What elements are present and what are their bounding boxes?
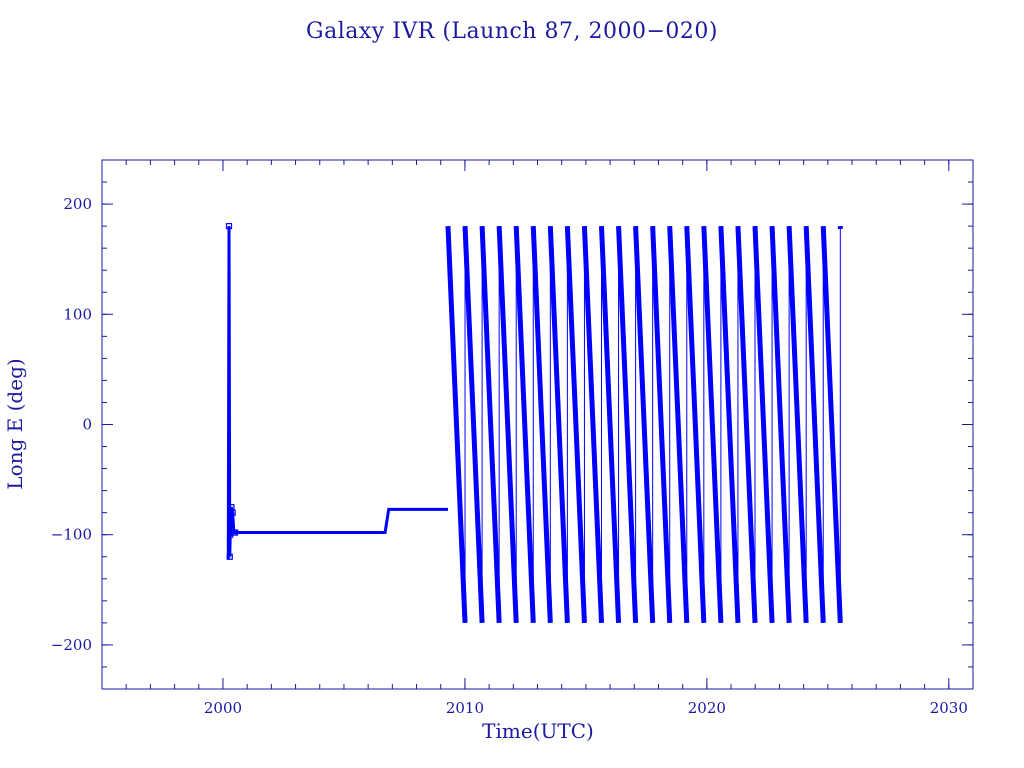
drift-segment [598, 226, 622, 623]
axis-ticks [101, 159, 974, 690]
drift-segment [803, 226, 826, 623]
drift-segment [718, 226, 741, 623]
series-point [226, 553, 233, 560]
drift-segment [513, 226, 536, 623]
x-tick-label: 2000 [204, 699, 242, 717]
x-axis-label: Time(UTC) [482, 719, 594, 743]
drift-segment [616, 226, 639, 623]
drift-segment [735, 226, 758, 623]
series-layer [225, 223, 843, 623]
drift-segment [684, 226, 707, 623]
drift-segment [786, 226, 809, 623]
x-tick-label: 2020 [688, 699, 726, 717]
drift-segment [667, 226, 690, 623]
y-tick-label: 100 [63, 305, 92, 323]
drift-segment [820, 226, 843, 623]
y-tick-label: 0 [82, 416, 92, 434]
drift-segment [462, 226, 485, 623]
drift-segment [581, 226, 604, 623]
drift-segment [496, 226, 519, 623]
y-tick-label: −200 [51, 636, 92, 654]
y-tick-label: −100 [51, 526, 92, 544]
drift-segment [445, 226, 468, 623]
drift-segment [633, 226, 656, 623]
drift-segment [752, 226, 775, 623]
axis-tick-labels: 2000 2010 2020 2030 −200 −100 0 100 200 [51, 195, 968, 717]
y-axis-label: Long E (deg) [3, 358, 27, 489]
drift-segment [479, 226, 502, 623]
drift-segment [547, 226, 570, 623]
plot-frame [101, 159, 974, 690]
x-tick-label: 2030 [930, 699, 968, 717]
series-point [229, 509, 236, 516]
x-tick-label: 2010 [446, 699, 484, 717]
y-tick-label: 200 [63, 195, 92, 213]
drift-segment [650, 226, 673, 623]
series-point [231, 529, 239, 536]
drift-segment [769, 226, 792, 623]
drift-segment [564, 226, 587, 623]
drift-segment [701, 226, 724, 623]
chart-title: Galaxy IVR (Launch 87, 2000−020) [306, 19, 718, 44]
series-line [226, 226, 448, 559]
drift-segment [530, 226, 553, 623]
series-point [225, 223, 233, 230]
